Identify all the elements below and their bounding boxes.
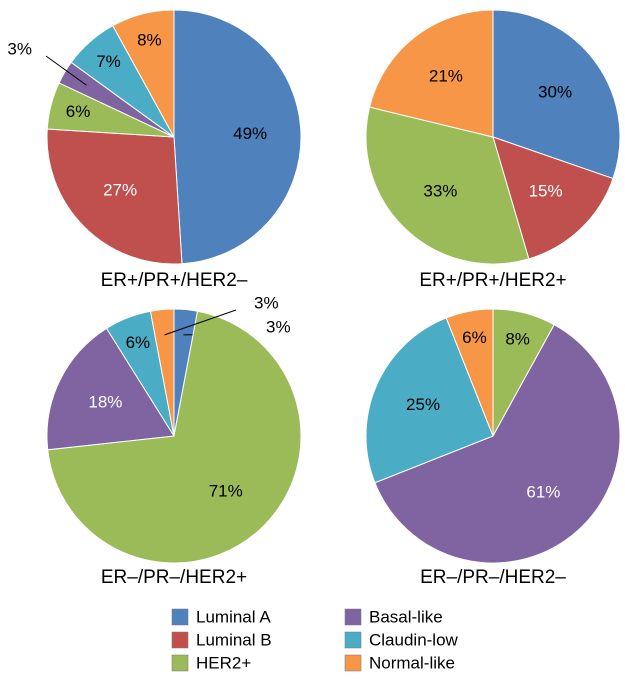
- pie-title: ER–/PR–/HER2+: [101, 567, 247, 588]
- legend-label: Basal-like: [369, 607, 443, 626]
- legend-label: Luminal A: [196, 607, 271, 626]
- data-label: 21%: [429, 67, 463, 86]
- data-label: 6%: [126, 333, 151, 352]
- pie-slice: [492, 136, 614, 260]
- legend-swatch: [344, 654, 362, 672]
- pie-slice: [173, 9, 302, 265]
- data-label: 8%: [505, 330, 530, 349]
- pie-slice: [445, 308, 494, 437]
- data-label: 15%: [529, 182, 563, 201]
- legend-label: Normal-like: [369, 653, 455, 672]
- legend-label: HER2+: [196, 653, 251, 672]
- data-label: 3%: [7, 39, 32, 58]
- pie-slice: [112, 9, 175, 138]
- data-label: 3%: [254, 293, 279, 312]
- data-label: 3%: [266, 317, 291, 336]
- data-label: 18%: [88, 392, 122, 411]
- legend-swatch: [171, 608, 189, 626]
- data-label: 61%: [526, 483, 560, 502]
- pie-slice: [368, 9, 494, 138]
- legend-label: Claudin-low: [369, 630, 459, 649]
- pie-title: ER+/PR+/HER2+: [419, 270, 566, 291]
- legend-swatch: [171, 654, 189, 672]
- data-label: 27%: [103, 180, 137, 199]
- pie-slice: [46, 327, 175, 451]
- data-label: 30%: [538, 82, 572, 101]
- pie-slice: [47, 310, 302, 564]
- data-label: 6%: [66, 102, 91, 121]
- pie-slice: [374, 324, 621, 564]
- pie-slice: [46, 128, 183, 265]
- data-label: 49%: [233, 124, 267, 143]
- data-label: 6%: [462, 328, 487, 347]
- legend-label: Luminal B: [196, 630, 272, 649]
- pie-title: ER+/PR+/HER2–: [101, 270, 248, 291]
- leader-line: [45, 55, 87, 86]
- leader-line: [164, 309, 237, 336]
- pie-slice: [365, 106, 530, 265]
- data-label: 25%: [406, 395, 440, 414]
- pie-slice: [149, 308, 175, 437]
- pie-slice: [365, 317, 494, 484]
- legend-swatch: [344, 608, 362, 626]
- pie-title: ER–/PR–/HER2–: [420, 567, 566, 588]
- data-label: 8%: [137, 31, 162, 50]
- pie-slice: [492, 9, 621, 180]
- data-label: 71%: [209, 481, 243, 500]
- data-label: 33%: [423, 182, 457, 201]
- legend-swatch: [344, 631, 362, 649]
- data-label: 7%: [96, 52, 121, 71]
- legend-swatch: [171, 631, 189, 649]
